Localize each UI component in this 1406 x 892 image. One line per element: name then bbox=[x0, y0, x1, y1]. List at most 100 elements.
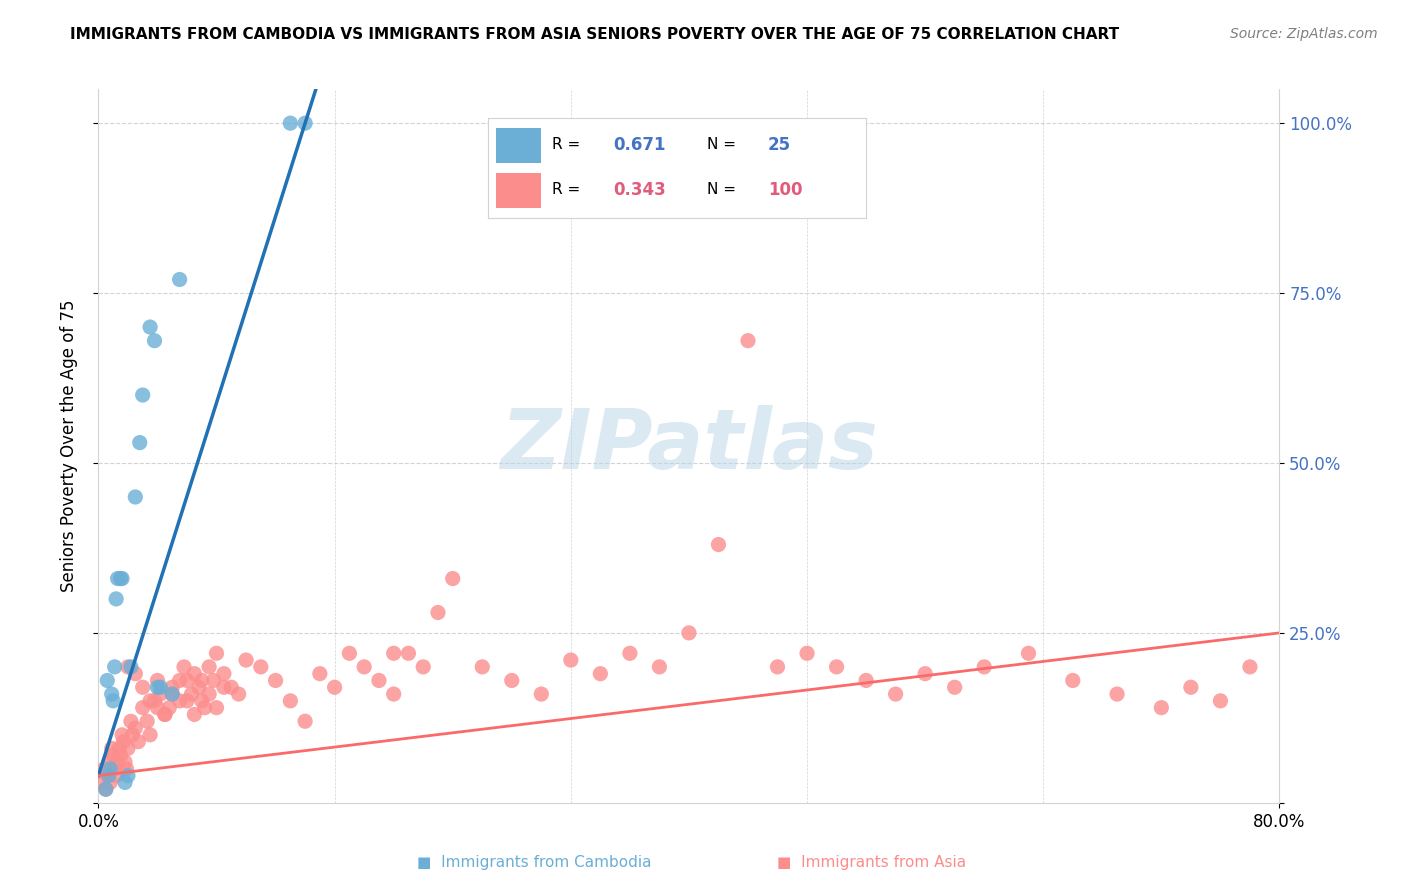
Point bbox=[104, 660, 127, 674]
Point bbox=[1239, 660, 1261, 674]
Y-axis label: Seniors Poverty Over the Age of 75: Seniors Poverty Over the Age of 75 bbox=[59, 300, 77, 592]
Point bbox=[153, 707, 176, 722]
Point bbox=[441, 572, 464, 586]
Point bbox=[678, 626, 700, 640]
Text: IMMIGRANTS FROM CAMBODIA VS IMMIGRANTS FROM ASIA SENIORS POVERTY OVER THE AGE OF: IMMIGRANTS FROM CAMBODIA VS IMMIGRANTS F… bbox=[70, 27, 1119, 42]
Point bbox=[382, 687, 405, 701]
Point bbox=[353, 660, 375, 674]
Point bbox=[796, 646, 818, 660]
Point bbox=[619, 646, 641, 660]
Point bbox=[94, 782, 117, 797]
Point bbox=[103, 694, 125, 708]
Point bbox=[97, 769, 120, 783]
Point bbox=[132, 388, 155, 402]
Point bbox=[162, 687, 183, 701]
Point bbox=[132, 680, 155, 694]
Point bbox=[120, 660, 142, 674]
Point bbox=[1209, 694, 1232, 708]
Point bbox=[112, 734, 135, 748]
Point bbox=[169, 694, 191, 708]
Point bbox=[250, 660, 273, 674]
Point bbox=[855, 673, 877, 688]
Point bbox=[169, 673, 191, 688]
Point bbox=[396, 646, 419, 660]
Point bbox=[278, 694, 302, 708]
Point bbox=[117, 741, 139, 756]
Point bbox=[169, 272, 191, 286]
Point bbox=[105, 769, 128, 783]
Point bbox=[110, 748, 132, 763]
Point bbox=[173, 660, 195, 674]
Point bbox=[146, 680, 169, 694]
Point bbox=[127, 734, 149, 748]
Point bbox=[382, 646, 405, 660]
Point bbox=[264, 673, 287, 688]
Point bbox=[128, 435, 150, 450]
Point bbox=[176, 673, 198, 688]
Point bbox=[198, 687, 221, 701]
Point bbox=[114, 755, 136, 769]
Point bbox=[139, 320, 162, 334]
Point bbox=[153, 707, 176, 722]
Point bbox=[943, 680, 966, 694]
Point bbox=[94, 782, 117, 797]
Point bbox=[139, 694, 162, 708]
Point bbox=[143, 334, 166, 348]
Point bbox=[120, 714, 142, 729]
Point bbox=[323, 680, 346, 694]
Point bbox=[124, 490, 146, 504]
Point bbox=[157, 700, 180, 714]
Point bbox=[100, 741, 122, 756]
Point bbox=[914, 666, 936, 681]
Point bbox=[205, 700, 228, 714]
Point bbox=[766, 660, 789, 674]
Point bbox=[501, 673, 523, 688]
Point bbox=[111, 728, 134, 742]
Point bbox=[146, 673, 169, 688]
Point bbox=[1062, 673, 1084, 688]
Point bbox=[1150, 700, 1173, 714]
Text: Source: ZipAtlas.com: Source: ZipAtlas.com bbox=[1230, 27, 1378, 41]
Point bbox=[104, 762, 127, 776]
Point bbox=[139, 728, 162, 742]
Text: ZIPatlas: ZIPatlas bbox=[501, 406, 877, 486]
Point bbox=[180, 687, 202, 701]
Point bbox=[309, 666, 332, 681]
Point bbox=[143, 694, 166, 708]
Point bbox=[212, 680, 235, 694]
Point bbox=[194, 700, 217, 714]
Point bbox=[219, 680, 242, 694]
Point bbox=[100, 687, 122, 701]
Point bbox=[93, 762, 115, 776]
Point bbox=[117, 660, 139, 674]
Point bbox=[1105, 687, 1128, 701]
Text: ■  Immigrants from Cambodia: ■ Immigrants from Cambodia bbox=[418, 855, 651, 870]
Point bbox=[191, 673, 214, 688]
Point bbox=[149, 680, 172, 694]
Point bbox=[107, 572, 129, 586]
Point bbox=[368, 673, 391, 688]
Point bbox=[205, 646, 228, 660]
Point bbox=[1017, 646, 1039, 660]
Point bbox=[98, 762, 121, 776]
Point bbox=[124, 666, 146, 681]
Point bbox=[149, 687, 172, 701]
Point bbox=[176, 694, 198, 708]
Point bbox=[97, 755, 120, 769]
Point bbox=[235, 653, 257, 667]
Point bbox=[648, 660, 671, 674]
Point bbox=[105, 591, 128, 606]
Point bbox=[162, 687, 183, 701]
Point bbox=[146, 700, 169, 714]
Point bbox=[560, 653, 582, 667]
Point bbox=[412, 660, 434, 674]
Point bbox=[162, 680, 183, 694]
Point bbox=[107, 755, 129, 769]
Point bbox=[183, 666, 205, 681]
Point bbox=[198, 660, 221, 674]
Point bbox=[136, 714, 159, 729]
Point bbox=[108, 741, 131, 756]
Text: ■  Immigrants from Asia: ■ Immigrants from Asia bbox=[778, 855, 966, 870]
Point bbox=[884, 687, 907, 701]
Point bbox=[124, 721, 146, 735]
